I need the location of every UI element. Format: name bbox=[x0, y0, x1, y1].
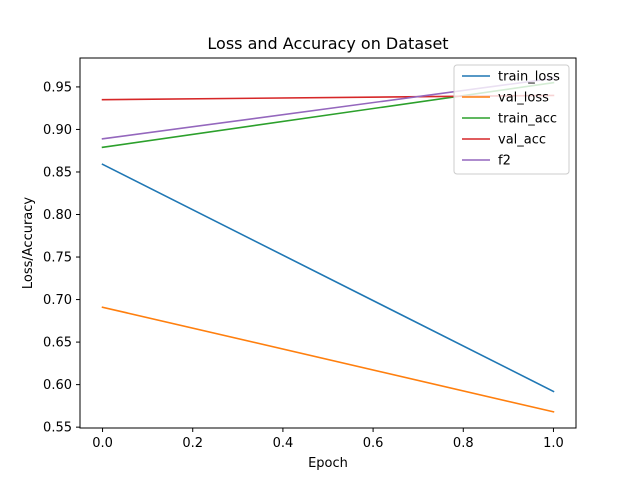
x-axis-label: Epoch bbox=[308, 456, 348, 471]
x-tick-label: 0.6 bbox=[363, 436, 384, 451]
legend-box bbox=[453, 64, 570, 175]
x-tick-label: 0.4 bbox=[273, 436, 294, 451]
series-line-val_loss bbox=[101, 306, 555, 413]
legend-label-val_acc: val_acc bbox=[498, 133, 546, 148]
x-tick-label: 0.0 bbox=[92, 436, 113, 451]
legend: train_loss val_loss train_acc val_acc f2 bbox=[453, 64, 570, 175]
x-axis: 0.0 0.2 0.4 0.6 0.8 1.0 bbox=[92, 428, 564, 451]
y-tick-label: 0.55 bbox=[43, 421, 72, 436]
y-tick-label: 0.95 bbox=[43, 80, 72, 95]
legend-label-f2: f2 bbox=[498, 154, 511, 169]
legend-label-val_loss: val_loss bbox=[498, 91, 549, 106]
legend-label-train_acc: train_acc bbox=[498, 112, 557, 127]
y-tick-label: 0.70 bbox=[43, 293, 72, 308]
y-tick-label: 0.85 bbox=[43, 165, 72, 180]
y-tick-label: 0.75 bbox=[43, 251, 72, 266]
y-tick-label: 0.65 bbox=[43, 336, 72, 351]
x-tick-label: 0.2 bbox=[182, 436, 203, 451]
y-tick-label: 0.60 bbox=[43, 378, 72, 393]
chart-title: Loss and Accuracy on Dataset bbox=[207, 34, 448, 53]
y-axis: 0.55 0.60 0.65 0.70 0.75 0.80 0.85 0.90 0.95 bbox=[43, 80, 80, 436]
x-tick-label: 1.0 bbox=[543, 436, 564, 451]
series-line-train_loss bbox=[101, 163, 555, 393]
y-tick-label: 0.80 bbox=[43, 208, 72, 223]
x-tick-label: 0.8 bbox=[453, 436, 474, 451]
y-tick-label: 0.90 bbox=[43, 123, 72, 138]
y-axis-label: Loss/Accuracy bbox=[21, 197, 36, 290]
legend-label-train_loss: train_loss bbox=[498, 70, 560, 85]
